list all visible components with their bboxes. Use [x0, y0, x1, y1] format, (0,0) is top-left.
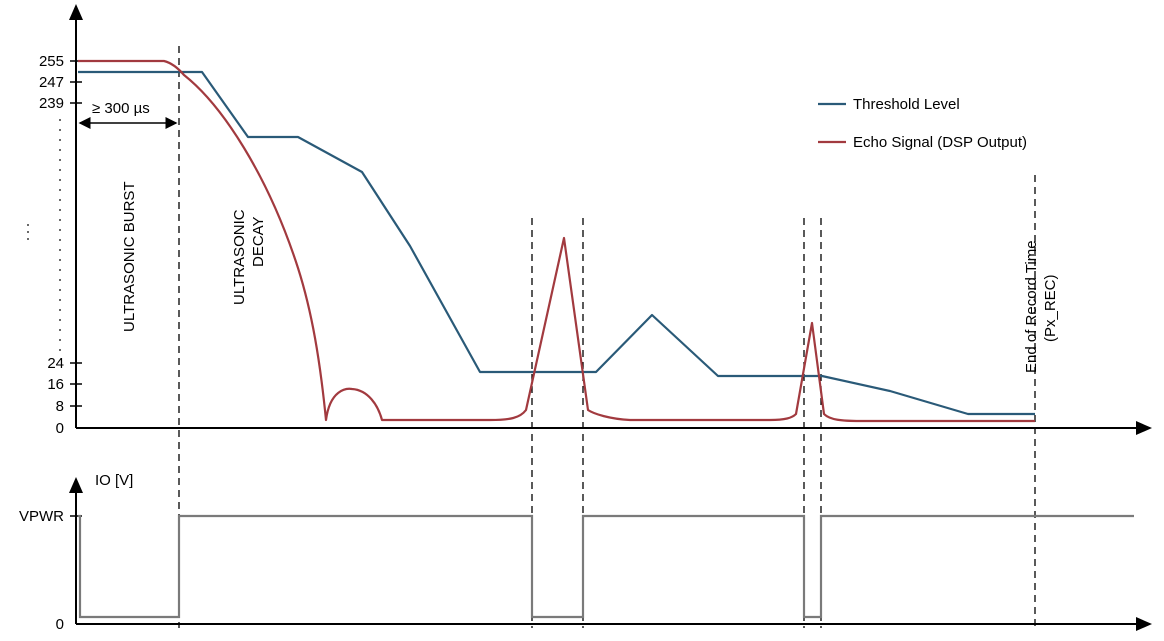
ultrasonic-decay-label-line2: DECAY — [250, 216, 267, 267]
bottom-y-axis-arrow — [69, 477, 83, 493]
echo-signal-line — [78, 59, 1035, 423]
ultrasonic-burst-label: ULTRASONIC BURST — [121, 181, 138, 332]
y-tick-0: 0 — [56, 420, 64, 437]
y-tick-16: 16 — [47, 376, 64, 393]
top-y-axis-arrow — [69, 4, 83, 20]
threshold-level-line — [78, 70, 1035, 416]
y-tick-io-0: 0 — [56, 616, 64, 633]
y-tick-239: 239 — [39, 95, 64, 112]
bottom-x-axis-arrow — [1136, 617, 1152, 631]
y-tick-24: 24 — [47, 355, 64, 372]
top-x-axis-arrow — [1136, 421, 1152, 435]
io-signal-line — [78, 514, 1134, 619]
y-axis-ellipsis-dots — [27, 119, 61, 351]
legend: Threshold Level Echo Signal (DSP Output) — [818, 96, 1027, 151]
io-axis-label: IO [V] — [95, 472, 133, 489]
legend-threshold-label: Threshold Level — [853, 96, 960, 113]
y-tick-8: 8 — [56, 398, 64, 415]
y-tick-247: 247 — [39, 74, 64, 91]
y-tick-vpwr: VPWR — [19, 508, 64, 525]
record-end-label-line1: End of Record Time — [1023, 240, 1040, 373]
legend-echo-label: Echo Signal (DSP Output) — [853, 134, 1027, 151]
y-tick-255: 255 — [39, 53, 64, 70]
record-end-label-line2: (Px_REC) — [1042, 274, 1059, 342]
top-y-ticks — [70, 60, 82, 407]
ultrasonic-decay-label-line1: ULTRASONIC — [231, 209, 248, 305]
burst-duration-label: ≥ 300 µs — [92, 100, 150, 117]
